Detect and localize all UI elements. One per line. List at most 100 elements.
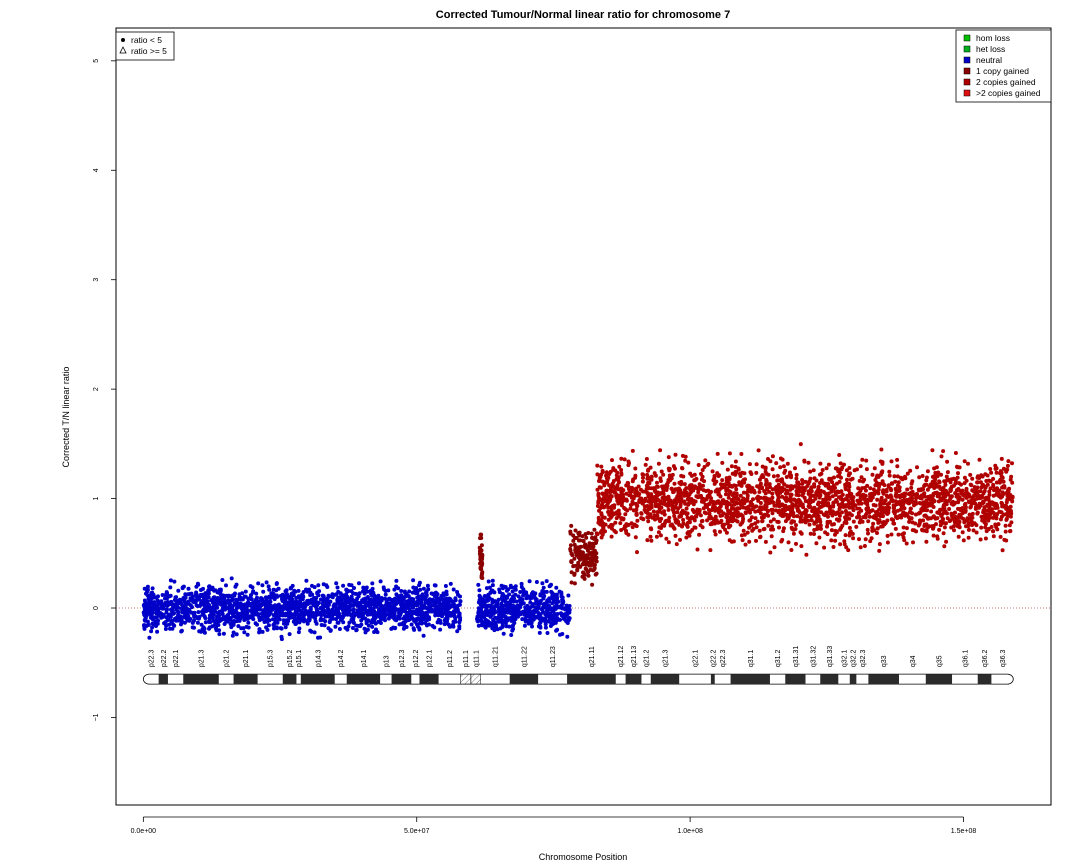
data-point <box>943 521 948 526</box>
data-point <box>819 526 823 531</box>
data-point <box>264 596 269 601</box>
data-point <box>220 578 225 582</box>
data-point <box>837 513 842 518</box>
y-tick-label: 0 <box>93 606 100 610</box>
data-point <box>882 501 887 506</box>
data-point <box>478 566 483 571</box>
data-point <box>357 603 362 608</box>
data-point <box>895 457 900 462</box>
data-point <box>701 496 705 501</box>
data-point <box>575 568 580 573</box>
data-point <box>986 518 991 523</box>
data-point <box>968 482 973 487</box>
data-point <box>1000 548 1005 553</box>
data-point <box>286 601 290 606</box>
data-point <box>941 531 946 536</box>
data-point <box>634 507 639 512</box>
data-point <box>274 581 279 586</box>
data-point <box>897 485 902 490</box>
data-point <box>858 545 863 550</box>
data-point <box>895 464 900 469</box>
data-point <box>228 617 233 622</box>
data-point <box>931 525 936 530</box>
data-point <box>866 531 870 536</box>
data-point <box>734 507 739 512</box>
data-point <box>163 627 168 631</box>
data-point <box>978 503 983 508</box>
data-point <box>351 615 356 620</box>
data-point <box>392 616 396 621</box>
data-point <box>845 477 849 482</box>
data-point <box>484 623 489 628</box>
data-point <box>348 603 353 608</box>
data-point <box>791 527 796 532</box>
data-point <box>843 515 847 520</box>
data-point <box>738 522 743 527</box>
data-point <box>913 512 918 517</box>
data-point <box>296 616 301 621</box>
data-point <box>218 589 223 594</box>
data-point <box>886 484 891 489</box>
data-point <box>168 585 173 590</box>
data-point <box>232 593 237 598</box>
data-point <box>215 614 219 619</box>
data-point <box>807 479 812 484</box>
data-point <box>960 497 965 502</box>
data-point <box>783 468 788 473</box>
data-point <box>445 619 449 624</box>
data-point <box>289 597 294 601</box>
data-point <box>932 499 937 504</box>
data-point <box>871 521 876 526</box>
data-point <box>949 486 954 491</box>
data-point <box>588 544 593 549</box>
data-point <box>892 506 897 511</box>
data-point <box>733 500 738 505</box>
data-point <box>750 528 755 533</box>
data-point <box>300 594 305 598</box>
data-point <box>352 586 356 590</box>
data-point <box>844 545 849 550</box>
data-point <box>633 466 638 471</box>
data-point <box>960 530 965 535</box>
data-point <box>231 620 236 625</box>
data-point <box>808 504 812 509</box>
data-point <box>738 493 743 498</box>
data-point <box>979 473 984 478</box>
data-point <box>600 491 605 496</box>
data-point <box>578 552 583 557</box>
data-point <box>955 475 960 480</box>
data-point <box>900 513 904 518</box>
data-point <box>837 474 842 479</box>
data-point <box>697 482 702 487</box>
data-point <box>297 626 302 631</box>
data-point <box>192 614 197 619</box>
data-point <box>895 474 900 479</box>
data-point <box>544 605 549 610</box>
data-point <box>760 473 765 478</box>
data-point <box>370 624 375 629</box>
data-point <box>724 478 729 483</box>
data-point <box>433 590 438 595</box>
data-point <box>901 525 906 530</box>
data-point <box>238 613 243 618</box>
data-point <box>678 504 683 509</box>
data-point <box>644 457 649 461</box>
data-point <box>846 473 851 478</box>
data-point <box>486 592 491 597</box>
data-point <box>741 490 746 495</box>
data-point <box>939 472 943 477</box>
data-point <box>725 482 730 487</box>
data-point <box>569 570 574 575</box>
data-point <box>417 626 422 631</box>
data-point <box>681 517 686 522</box>
data-point <box>806 489 811 494</box>
data-point <box>867 510 872 515</box>
data-point <box>209 608 213 613</box>
data-point <box>833 466 838 471</box>
data-point <box>180 610 185 615</box>
data-point <box>994 470 999 475</box>
data-point <box>843 533 848 538</box>
data-point <box>973 501 978 506</box>
data-point <box>383 609 388 614</box>
data-point <box>452 614 457 619</box>
